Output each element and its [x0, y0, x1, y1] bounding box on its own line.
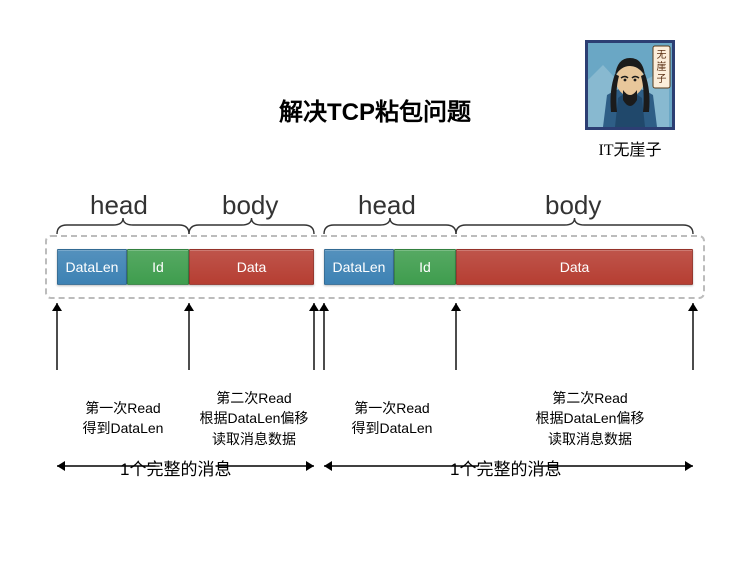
arrow-up-3 [319, 303, 329, 370]
arrow-up-1 [184, 303, 194, 370]
annotation-line: 第一次Read [83, 398, 164, 418]
arrow-up-0 [52, 303, 62, 370]
box-label: DataLen [333, 259, 386, 275]
section-label-2: head [358, 190, 416, 221]
box-datalen1: DataLen [57, 249, 127, 285]
annotation-3: 第二次Read根据DataLen偏移读取消息数据 [536, 388, 645, 449]
section-label-3: body [545, 190, 601, 221]
arrow-up-5 [688, 303, 698, 370]
box-label: Data [237, 259, 267, 275]
box-id1: Id [127, 249, 189, 285]
svg-text:崖: 崖 [657, 61, 667, 73]
annotation-line: 根据DataLen偏移 [200, 408, 309, 428]
annotation-line: 读取消息数据 [200, 429, 309, 449]
section-label-1: body [222, 190, 278, 221]
avatar-image: 无 崖 子 [585, 40, 675, 130]
annotation-1: 第二次Read根据DataLen偏移读取消息数据 [200, 388, 309, 449]
avatar-name: IT无崖子 [585, 136, 675, 160]
box-data2: Data [456, 249, 693, 285]
box-datalen2: DataLen [324, 249, 394, 285]
annotation-line: 得到DataLen [83, 418, 164, 438]
svg-text:无: 无 [657, 50, 667, 61]
annotation-0: 第一次Read得到DataLen [83, 398, 164, 439]
annotation-line: 根据DataLen偏移 [536, 408, 645, 428]
annotation-2: 第一次Read得到DataLen [352, 398, 433, 439]
msg-range-right-1 [539, 461, 694, 471]
box-label: Id [419, 259, 431, 275]
msg-label-1: 1个完整的消息 [450, 455, 561, 480]
annotation-line: 得到DataLen [352, 418, 433, 438]
box-label: Data [560, 259, 590, 275]
annotation-line: 第二次Read [536, 388, 645, 408]
section-label-0: head [90, 190, 148, 221]
arrow-up-4 [451, 303, 461, 370]
svg-text:子: 子 [657, 73, 667, 85]
box-label: DataLen [66, 259, 119, 275]
title-text: 解决TCP粘包问题 [279, 99, 471, 126]
box-id2: Id [394, 249, 456, 285]
annotation-line: 读取消息数据 [536, 429, 645, 449]
box-data1: Data [189, 249, 314, 285]
arrow-up-2 [309, 303, 319, 370]
box-label: Id [152, 259, 164, 275]
annotation-line: 第一次Read [352, 398, 433, 418]
author-avatar-block: 无 崖 子 IT无崖子 [585, 40, 675, 160]
annotation-line: 第二次Read [200, 388, 309, 408]
msg-label-0: 1个完整的消息 [120, 455, 231, 480]
